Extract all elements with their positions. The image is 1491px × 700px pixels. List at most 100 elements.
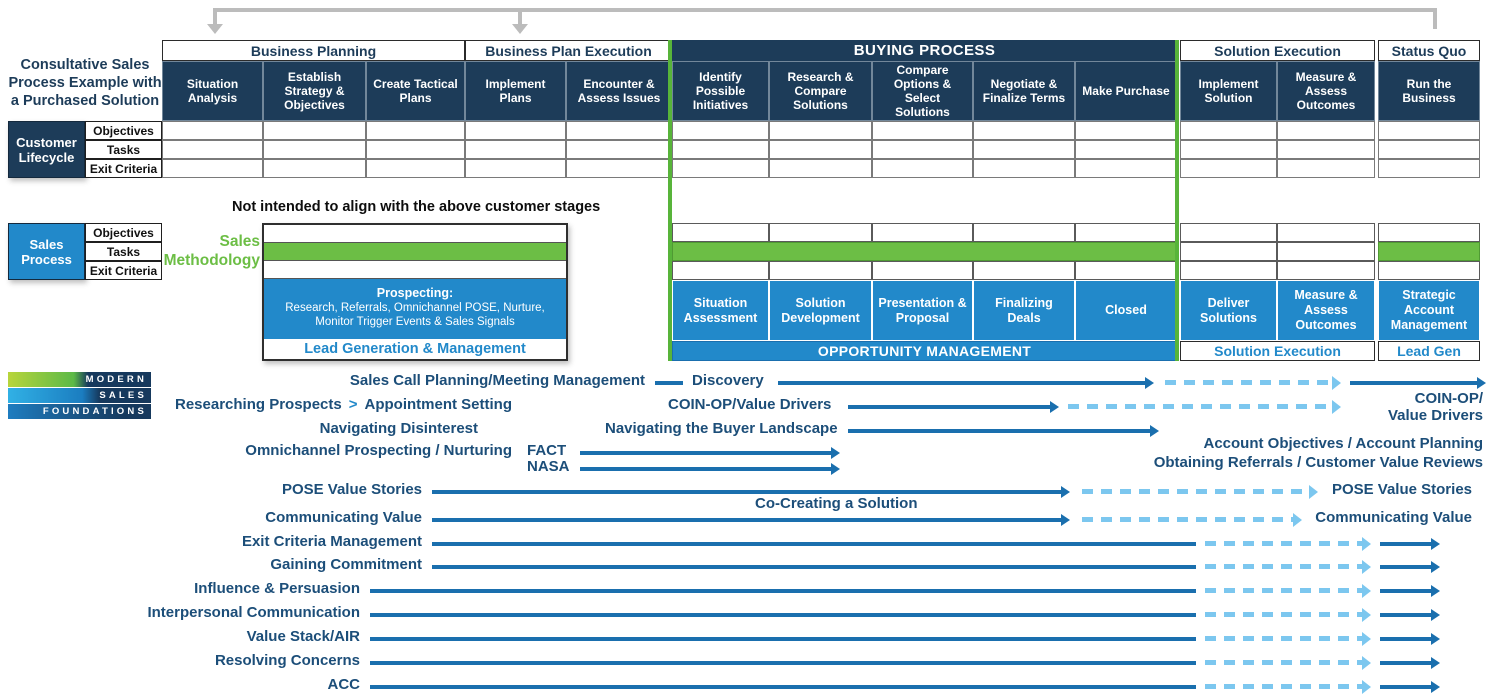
sales-process-cell: [973, 261, 1075, 280]
customer-lifecycle-box: Customer Lifecycle: [8, 121, 85, 178]
customer-stage-create-tactical-plans: Create Tactical Plans: [366, 61, 465, 121]
arrow-r12-dashed: [1205, 608, 1371, 622]
methodology-green-band: [672, 242, 1177, 261]
lifecycle-cell: [1378, 159, 1480, 178]
skill-label-discovery: Discovery: [692, 372, 764, 389]
right-label-account-objectives: Account Objectives / Account Planning: [1203, 435, 1484, 452]
customer-stage-negotiate-finalize-terms: Negotiate & Finalize Terms: [973, 61, 1075, 121]
arrow-r10-dashed: [1205, 560, 1371, 574]
stage-group-business-planning: Business Planning: [162, 40, 465, 61]
sales-stage-finalizing-deals: Finalizing Deals: [973, 280, 1075, 341]
arrow-r14-solid: [370, 661, 1196, 665]
lifecycle-cell: [566, 140, 672, 159]
sales-process-row-label: Exit Criteria: [85, 261, 162, 280]
lifecycle-row-label: Exit Criteria: [85, 159, 162, 178]
buying-process-green-border-right: [1175, 40, 1179, 361]
lifecycle-cell: [769, 140, 872, 159]
stage-group-business-plan-execution: Business Plan Execution: [465, 40, 672, 61]
sales-process-cell: [1075, 223, 1177, 242]
skill-label-communicating-value: Communicating Value: [265, 509, 422, 526]
arrow-r10-solid-end: [1380, 561, 1440, 573]
opportunity-management-footer: OPPORTUNITY MANAGEMENT: [672, 341, 1177, 361]
lifecycle-cell: [566, 159, 672, 178]
coin-op-line1: COIN-OP/: [1414, 390, 1483, 407]
customer-stage-run-the-business: Run the Business: [1378, 61, 1480, 121]
lifecycle-cell: [1277, 121, 1375, 140]
arrow-r8-solid: [432, 514, 1070, 526]
arrow-r13-solid: [370, 637, 1196, 641]
lifecycle-cell: [1075, 159, 1177, 178]
arrow-r14-solid-end: [1380, 657, 1440, 669]
customer-stage-encounter-assess-issues: Encounter & Assess Issues: [566, 61, 672, 121]
lifecycle-cell: [162, 140, 263, 159]
sales-process-cell: [1180, 242, 1277, 261]
lifecycle-cell: [1180, 140, 1277, 159]
sales-stage-situation-assessment: Situation Assessment: [672, 280, 769, 341]
arrow-r3-solid: [848, 425, 1159, 437]
sales-process-cell: [1378, 223, 1480, 242]
skill-label-navigating-disinterest: Navigating Disinterest: [319, 420, 478, 437]
skill-label-fact: FACT: [527, 442, 567, 459]
logo-bar-sales: SALES: [8, 388, 151, 403]
sales-process-row-label: Tasks: [85, 242, 162, 261]
customer-stage-implement-solution: Implement Solution: [1180, 61, 1277, 121]
sales-process-cell: [769, 223, 872, 242]
arrow-r14-dashed: [1205, 656, 1371, 670]
sales-process-cell: [1378, 261, 1480, 280]
prospecting-title: Prospecting:: [376, 286, 454, 300]
sales-process-cell: [672, 261, 769, 280]
lifecycle-cell: [973, 140, 1075, 159]
arrow-r12-solid-end: [1380, 609, 1440, 621]
lifecycle-cell: [1378, 121, 1480, 140]
arrow-r15-dashed: [1205, 680, 1371, 694]
chevron-separator: >: [348, 396, 358, 413]
stage-group-buying-process: BUYING PROCESS: [672, 40, 1177, 61]
prospecting-block: Prospecting: Research, Referrals, Omnich…: [264, 279, 566, 339]
sales-methodology-label: Sales Methodology: [163, 233, 260, 269]
skill-label-interpersonal-communication: Interpersonal Communication: [147, 604, 360, 621]
solution-execution-footer: Solution Execution: [1180, 341, 1375, 361]
lifecycle-cell: [366, 121, 465, 140]
coin-op-line2: Value Drivers: [1387, 407, 1483, 424]
arrow-r1-dashed: [1165, 376, 1341, 390]
arrow-r11-solid: [370, 589, 1196, 593]
lifecycle-cell: [263, 159, 366, 178]
sales-process-cell: [872, 223, 973, 242]
sales-process-cell: [1180, 223, 1277, 242]
lifecycle-cell: [1180, 159, 1277, 178]
lifecycle-row-label: Objectives: [85, 121, 162, 140]
customer-stage-implement-plans: Implement Plans: [465, 61, 566, 121]
cycle-arrow-down-icon: [512, 24, 528, 34]
arrow-r11-solid-end: [1380, 585, 1440, 597]
sales-process-cell: [1277, 261, 1375, 280]
arrow-r15-solid: [370, 685, 1196, 689]
lifecycle-cell: [672, 121, 769, 140]
arrow-r15-solid-end: [1380, 681, 1440, 693]
skill-label-co-creating-solution: Co-Creating a Solution: [755, 495, 918, 512]
cycle-connector-drop-left: [213, 8, 217, 24]
stage-group-status-quo: Status Quo: [1378, 40, 1480, 61]
lifecycle-cell: [872, 159, 973, 178]
customer-stage-situation-analysis: Situation Analysis: [162, 61, 263, 121]
sales-process-cell: [872, 261, 973, 280]
cycle-connector-drop-right: [1433, 8, 1437, 29]
lifecycle-cell: [872, 121, 973, 140]
lifecycle-cell: [1277, 159, 1375, 178]
arrow-r1-stub: [655, 381, 683, 385]
methodology-row: [264, 261, 566, 279]
skill-label-pose-value-stories: POSE Value Stories: [281, 481, 422, 498]
skill-label-nasa: NASA: [527, 458, 570, 475]
lifecycle-cell: [263, 140, 366, 159]
methodology-row: [264, 225, 566, 243]
page-title: Consultative Sales Process Example with …: [8, 57, 162, 109]
arrow-r2-solid: [848, 401, 1059, 413]
sales-stage-deliver-solutions: Deliver Solutions: [1180, 280, 1277, 341]
right-label-obtaining-referrals: Obtaining Referrals / Customer Value Rev…: [1153, 454, 1483, 471]
arrow-r13-dashed: [1205, 632, 1371, 646]
sales-process-cell: [1180, 261, 1277, 280]
sales-stage-solution-development: Solution Development: [769, 280, 872, 341]
lifecycle-cell: [162, 121, 263, 140]
customer-stage-identify-possible-initiatives: Identify Possible Initiatives: [672, 61, 769, 121]
arrow-r1-solid: [778, 377, 1154, 389]
